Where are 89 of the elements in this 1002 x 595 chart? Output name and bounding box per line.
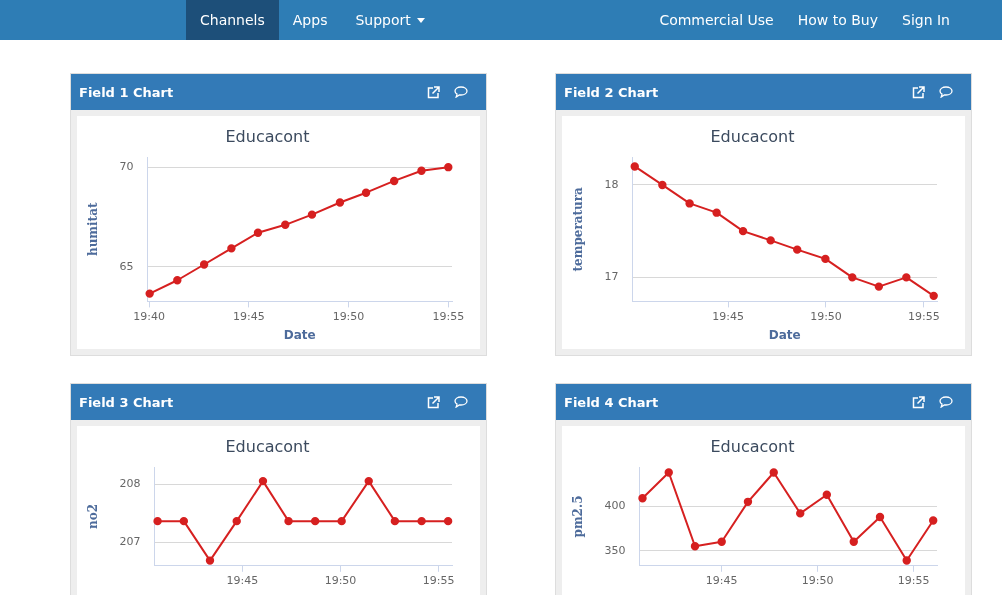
x-tick-label: 19:45 — [232, 309, 265, 323]
point — [232, 516, 241, 526]
point — [796, 509, 805, 518]
point — [849, 537, 858, 547]
chart-subtitle: Educacont — [710, 126, 795, 146]
x-tick-label: 19:55 — [897, 574, 930, 588]
x-tick-label: 19:50 — [801, 574, 834, 588]
point — [848, 273, 857, 282]
point — [443, 516, 453, 526]
point — [685, 199, 694, 208]
text: Sign In — [901, 11, 951, 30]
point — [738, 226, 748, 236]
point — [389, 176, 399, 186]
text: Apps — [292, 11, 328, 30]
y-tick-label: 208 — [119, 477, 141, 491]
point — [307, 210, 317, 219]
point — [658, 180, 667, 190]
y-axis-title: temperatura — [571, 186, 586, 272]
text: Support — [355, 11, 411, 30]
point — [337, 516, 346, 526]
text: Commercial Use — [658, 11, 775, 30]
x-tick-label: 19:45 — [226, 574, 259, 588]
point — [743, 497, 753, 507]
x-tick-label: 19:55 — [432, 309, 465, 323]
text: Channels — [200, 11, 265, 30]
text: How to Buy — [796, 11, 879, 30]
point — [258, 476, 268, 486]
point — [364, 476, 373, 486]
point — [664, 468, 673, 477]
x-tick-label: 19:55 — [422, 574, 455, 588]
y-tick-label: 207 — [119, 535, 141, 549]
point — [205, 556, 215, 565]
point — [335, 198, 345, 207]
x-tick-label: 19:50 — [810, 309, 842, 323]
point — [874, 282, 884, 291]
y-tick-label: 400 — [604, 499, 626, 513]
point — [417, 166, 426, 175]
chart-title: Field 1 Chart — [79, 84, 174, 100]
point — [929, 291, 938, 301]
point — [712, 208, 721, 217]
x-tick-label: 19:50 — [332, 309, 365, 323]
point — [390, 516, 400, 526]
point — [793, 245, 802, 254]
point — [875, 512, 885, 522]
point — [284, 516, 293, 526]
chart-title: Field 2 Chart — [564, 84, 659, 100]
point — [929, 516, 938, 525]
point — [769, 468, 778, 477]
point — [630, 162, 639, 171]
x-tick-label: 19:55 — [908, 309, 940, 323]
point — [153, 516, 162, 526]
point — [281, 220, 290, 230]
chart-title: Field 4 Chart — [564, 394, 659, 410]
x-axis-title: Date — [283, 327, 316, 342]
point — [145, 289, 154, 298]
point — [766, 236, 775, 245]
point — [444, 162, 453, 172]
point — [227, 244, 236, 253]
y-tick-label: 17 — [604, 270, 619, 284]
point — [361, 188, 371, 197]
chart-subtitle: Educacont — [225, 126, 310, 146]
x-axis-title: Date — [768, 327, 801, 342]
point — [717, 537, 726, 547]
point — [199, 260, 209, 269]
y-axis-title: humitat — [86, 202, 101, 257]
x-tick-label: 19:50 — [324, 574, 357, 588]
x-tick-label: 19:45 — [705, 574, 738, 588]
chart-subtitle: Educacont — [225, 436, 310, 456]
point — [822, 490, 832, 499]
point — [310, 516, 320, 526]
y-tick-label: 65 — [119, 259, 134, 273]
y-tick-label: 70 — [119, 160, 134, 174]
point — [902, 556, 911, 565]
point — [179, 516, 189, 526]
chart-subtitle: Educacont — [710, 436, 795, 456]
y-axis-title: no2 — [86, 503, 101, 530]
chart-title: Field 3 Chart — [79, 394, 174, 410]
y-axis-title: pm2.5 — [571, 495, 586, 538]
point — [417, 516, 426, 526]
x-tick-label: 19:45 — [712, 309, 744, 323]
point — [638, 494, 647, 503]
x-tick-label: 19:40 — [133, 309, 165, 323]
y-tick-label: 18 — [604, 177, 619, 191]
point — [173, 276, 182, 285]
point — [690, 542, 700, 551]
point — [902, 273, 911, 282]
y-tick-label: 350 — [604, 543, 626, 557]
point — [253, 228, 263, 237]
point — [821, 254, 830, 264]
